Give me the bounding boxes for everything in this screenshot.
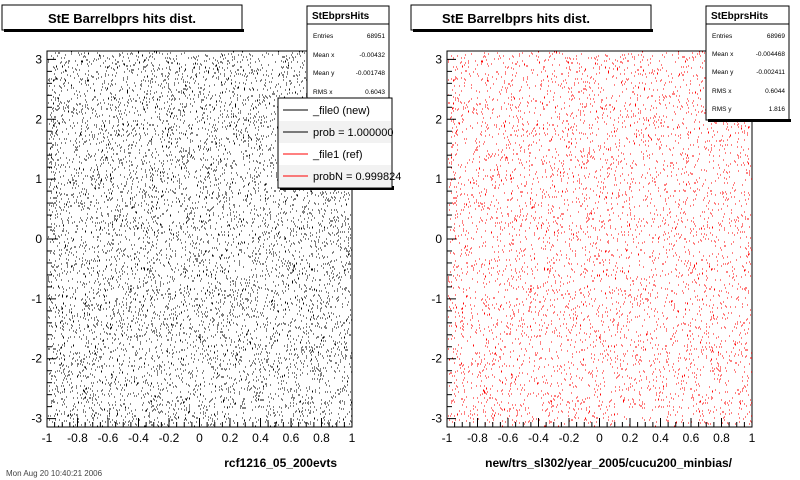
left-title-box: StE Barrelbprs hits dist. (1, 4, 244, 32)
y-tick-label: -1 (431, 292, 442, 306)
y-tick-label: -1 (31, 292, 42, 306)
right-chart-title: StE Barrelbprs hits dist. (442, 11, 590, 26)
left-stats-label: Mean y (313, 70, 335, 77)
left-legend: _file0 (new) prob = 1.000000 _file1 (ref… (277, 97, 401, 190)
right-stats-value: -0.004468 (756, 51, 786, 58)
left-stats-value: 68951 (367, 33, 385, 40)
x-tick-label: 0.4 (252, 431, 269, 445)
left-stats-label: Mean x (313, 52, 335, 59)
x-tick-label: -0.2 (159, 431, 180, 445)
right-x-axis-label: new/trs_sl302/year_2005/cucu200_minbias/ (485, 456, 732, 470)
left-stats-box: StEbprsHits Entries 68951 Mean x -0.0043… (306, 5, 390, 105)
y-tick-label: 1 (435, 172, 442, 186)
y-tick-label: 2 (35, 112, 42, 126)
left-x-axis: -1 -0.8 -0.6 -0.4 -0.2 0 0.2 0.4 0.6 0.8 1 (42, 418, 356, 445)
legend-entry-new-file: _file0 (new) (312, 105, 370, 117)
left-y-axis: -3 -2 -1 0 1 2 3 (31, 52, 56, 426)
left-stats-label: Entries (313, 33, 334, 40)
x-tick-label: -0.2 (559, 431, 580, 445)
right-stats-label: Mean y (712, 69, 734, 76)
timestamp-footer: Mon Aug 20 10:40:21 2006 (6, 469, 103, 478)
right-stats-value: 68969 (767, 33, 785, 40)
y-tick-label: -2 (431, 352, 442, 366)
legend-entry-ref-file: _file1 (ref) (312, 149, 363, 161)
right-stats-label: Entries (712, 33, 733, 40)
x-tick-label: -1 (442, 431, 453, 445)
y-tick-label: -2 (31, 352, 42, 366)
x-tick-label: -0.6 (498, 431, 519, 445)
left-stats-value: 0.6043 (365, 89, 385, 96)
x-tick-label: 0.8 (313, 431, 330, 445)
left-stats-title: StEbprsHits (312, 11, 370, 22)
right-stats-label: RMS y (712, 106, 732, 113)
x-tick-label: -0.6 (98, 431, 119, 445)
y-tick-label: 2 (435, 112, 442, 126)
right-panel: StE Barrelbprs hits dist. -1 -0.8 -0.6 -0.4… (410, 4, 791, 470)
scatter-point-cloud (48, 51, 352, 427)
y-tick-label: 3 (35, 52, 42, 66)
x-tick-label: -0.4 (128, 431, 149, 445)
x-tick-label: 0.6 (683, 431, 700, 445)
x-tick-label: 0 (596, 431, 603, 445)
right-stats-value: 0.6044 (765, 88, 785, 95)
legend-entry-probn: probN = 0.999824 (313, 171, 401, 183)
y-tick-label: -3 (31, 412, 42, 426)
x-tick-label: -0.8 (467, 431, 488, 445)
left-stats-value: -0.001748 (356, 70, 386, 77)
y-tick-label: 0 (35, 232, 42, 246)
y-tick-label: 3 (435, 52, 442, 66)
x-tick-label: 1 (349, 431, 356, 445)
scatter-point-cloud (448, 51, 752, 427)
right-x-axis: -1 -0.8 -0.6 -0.4 -0.2 0 0.2 0.4 0.6 0.8 1 (442, 418, 756, 445)
right-stats-value: -0.002411 (756, 69, 785, 76)
legend-entry-prob: prob = 1.000000 (313, 127, 393, 139)
x-tick-label: 0.6 (283, 431, 300, 445)
x-tick-label: 0.4 (652, 431, 669, 445)
x-tick-label: 1 (749, 431, 756, 445)
y-tick-label: -3 (431, 412, 442, 426)
x-tick-label: -0.4 (528, 431, 549, 445)
left-chart-title: StE Barrelbprs hits dist. (48, 11, 196, 26)
right-stats-box: StEbprsHits Entries 68969 Mean x -0.0044… (705, 5, 791, 122)
x-tick-label: 0 (196, 431, 203, 445)
x-tick-label: 0.2 (622, 431, 639, 445)
right-stats-value: 1.816 (769, 106, 786, 113)
right-title-box: StE Barrelbprs hits dist. (410, 4, 653, 32)
y-tick-label: 1 (35, 172, 42, 186)
left-stats-value: -0.00432 (359, 52, 385, 59)
right-stats-title: StEbprsHits (711, 11, 769, 22)
right-stats-label: Mean x (712, 51, 734, 58)
right-scatter-points (448, 51, 752, 427)
right-stats-label: RMS x (712, 88, 732, 95)
left-x-axis-label: rcf1216_05_200evts (224, 456, 337, 470)
right-y-axis: -3 -2 -1 0 1 2 3 (431, 52, 456, 426)
right-plot-frame (446, 50, 753, 428)
x-tick-label: 0.8 (713, 431, 730, 445)
left-panel: StE Barrelbprs hits dist. -1 -0.8 -0.6 -0.4… (1, 4, 401, 470)
x-tick-label: -0.8 (67, 431, 88, 445)
left-stats-label: RMS x (313, 89, 333, 96)
left-scatter-points (48, 51, 352, 427)
y-tick-label: 0 (435, 232, 442, 246)
x-tick-label: 0.2 (222, 431, 239, 445)
x-tick-label: -1 (42, 431, 53, 445)
